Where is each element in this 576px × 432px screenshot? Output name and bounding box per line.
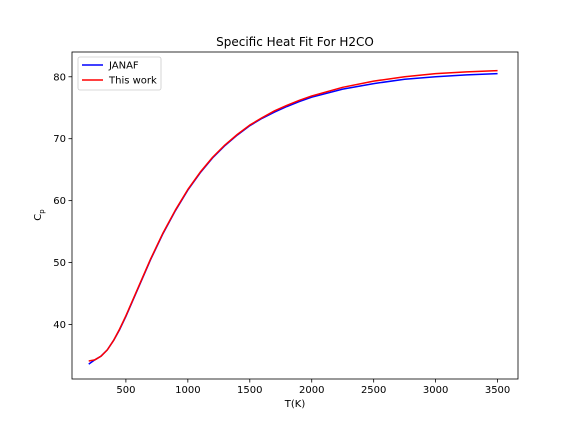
y-tick-label: 60 bbox=[53, 196, 66, 207]
x-tick-label: 3500 bbox=[485, 385, 510, 396]
y-axis-ticks: 40 50 60 70 80 bbox=[53, 72, 72, 331]
y-tick-label: 70 bbox=[53, 134, 66, 145]
x-tick-label: 1000 bbox=[175, 385, 200, 396]
x-axis-ticks: 500 1000 1500 2000 2500 3000 3500 bbox=[116, 379, 510, 396]
x-tick-label: 2500 bbox=[361, 385, 386, 396]
y-tick-label: 80 bbox=[53, 72, 66, 83]
axes-frame bbox=[71, 51, 519, 380]
y-axis-label-main: C bbox=[33, 214, 44, 221]
legend: JANAF This work bbox=[77, 56, 162, 91]
x-tick-label: 2000 bbox=[299, 385, 324, 396]
x-tick-label: 500 bbox=[116, 385, 135, 396]
x-tick-label: 1500 bbox=[237, 385, 262, 396]
y-tick-label: 50 bbox=[53, 258, 66, 269]
plot-area bbox=[71, 51, 519, 380]
series-layer bbox=[88, 69, 498, 365]
x-axis-label: T(K) bbox=[284, 399, 306, 410]
y-tick-label: 40 bbox=[53, 320, 66, 331]
y-axis-label-subscript: p bbox=[38, 209, 46, 214]
y-axis-label: Cp bbox=[33, 209, 46, 221]
series-line-this-work bbox=[88, 69, 498, 362]
legend-label: JANAF bbox=[108, 61, 139, 72]
legend-label: This work bbox=[108, 76, 157, 87]
chart-title: Specific Heat Fit For H2CO bbox=[216, 35, 374, 49]
x-tick-label: 3000 bbox=[423, 385, 448, 396]
